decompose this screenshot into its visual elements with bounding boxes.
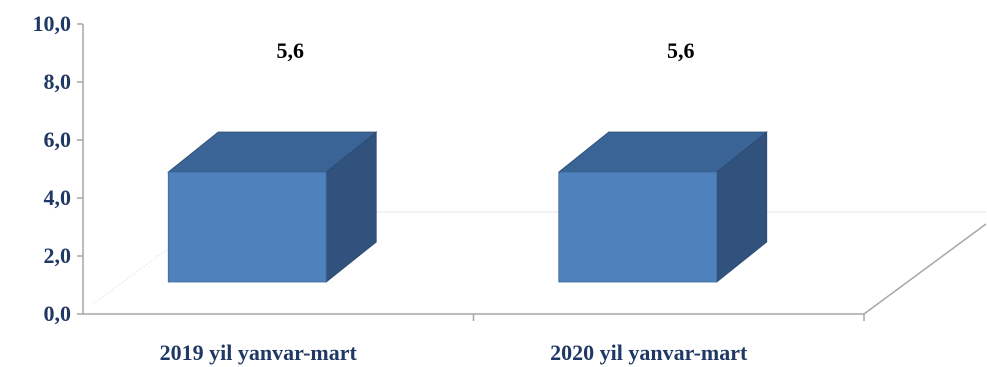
y-axis-ticks: 0,0 2,0 4,0 6,0 8,0 10,0 bbox=[33, 11, 83, 326]
floor-right-edge bbox=[863, 223, 987, 315]
y-tick-label: 4,0 bbox=[44, 185, 72, 210]
y-tick-label: 10,0 bbox=[33, 11, 72, 36]
y-tick-label: 0,0 bbox=[44, 301, 72, 326]
y-tick-label: 6,0 bbox=[44, 127, 72, 152]
y-tick-label: 2,0 bbox=[44, 243, 72, 268]
bar bbox=[167, 131, 378, 283]
bar bbox=[557, 131, 768, 283]
data-label: 5,6 bbox=[277, 38, 305, 63]
data-labels: 5,6 5,6 bbox=[277, 38, 695, 63]
x-axis-labels: 2019 yil yanvar-mart 2020 yil yanvar-mart bbox=[160, 340, 748, 365]
bar-front bbox=[167, 171, 327, 283]
x-category-label: 2020 yil yanvar-mart bbox=[550, 340, 748, 365]
axes bbox=[82, 24, 865, 321]
bar-front bbox=[558, 171, 718, 283]
y-tick-label: 8,0 bbox=[44, 69, 72, 94]
x-category-label: 2019 yil yanvar-mart bbox=[160, 340, 358, 365]
data-label: 5,6 bbox=[667, 38, 695, 63]
bars bbox=[167, 131, 768, 283]
